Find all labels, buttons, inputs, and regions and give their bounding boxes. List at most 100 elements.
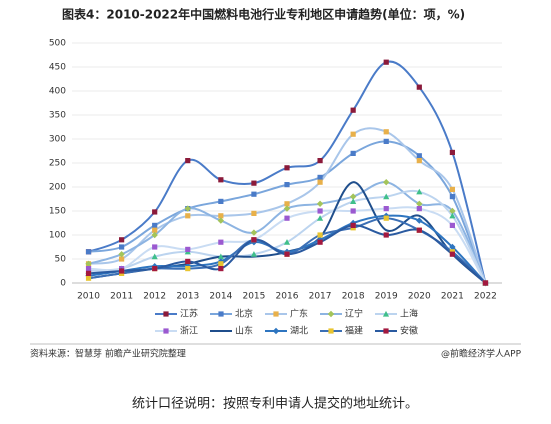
marker bbox=[383, 129, 389, 135]
legend-label: 辽宁 bbox=[345, 308, 363, 320]
y-tick-label: 250 bbox=[49, 159, 66, 169]
y-tick-label: 200 bbox=[49, 183, 66, 193]
marker bbox=[152, 266, 158, 272]
x-tick-label: 2011 bbox=[110, 292, 133, 302]
marker bbox=[250, 251, 258, 257]
marker bbox=[283, 205, 291, 212]
marker bbox=[185, 158, 191, 164]
marker bbox=[328, 328, 334, 334]
marker bbox=[119, 237, 125, 243]
marker bbox=[217, 253, 224, 260]
marker bbox=[383, 138, 389, 144]
marker bbox=[251, 237, 257, 243]
marker bbox=[272, 327, 280, 335]
marker bbox=[218, 266, 224, 272]
marker bbox=[416, 206, 422, 212]
marker bbox=[218, 213, 224, 219]
marker bbox=[163, 328, 169, 334]
x-tick-label: 2012 bbox=[143, 292, 166, 302]
marker bbox=[350, 131, 356, 137]
marker bbox=[273, 311, 279, 317]
marker bbox=[317, 158, 323, 164]
marker bbox=[383, 193, 390, 200]
legend-label: 广东 bbox=[290, 308, 308, 320]
marker bbox=[416, 188, 423, 195]
y-tick-label: 100 bbox=[49, 231, 66, 241]
y-tick-label: 400 bbox=[49, 87, 66, 97]
y-tick-label: 350 bbox=[49, 111, 66, 121]
marker bbox=[284, 165, 290, 171]
marker bbox=[449, 194, 455, 200]
y-tick-label: 450 bbox=[49, 63, 66, 73]
marker bbox=[152, 227, 158, 233]
x-tick-label: 2016 bbox=[276, 292, 299, 302]
marker bbox=[449, 251, 455, 257]
x-tick-label: 2019 bbox=[375, 292, 398, 302]
legend-label: 江苏 bbox=[180, 308, 198, 320]
x-tick-label: 2014 bbox=[209, 292, 232, 302]
marker bbox=[317, 174, 323, 180]
marker bbox=[383, 206, 389, 212]
marker bbox=[184, 205, 191, 212]
x-tick-label: 2017 bbox=[309, 292, 332, 302]
x-tick-label: 2022 bbox=[474, 292, 497, 302]
chart-title: 图表4：2010-2022年中国燃料电池行业专利地区申请趋势(单位：项，%) bbox=[62, 7, 465, 22]
legend-label: 山东 bbox=[235, 325, 253, 337]
marker bbox=[383, 59, 389, 65]
marker bbox=[250, 229, 258, 236]
marker bbox=[416, 84, 422, 90]
legend-label: 湖北 bbox=[290, 326, 308, 337]
marker bbox=[85, 249, 92, 255]
marker bbox=[251, 180, 257, 186]
marker bbox=[152, 209, 158, 215]
marker bbox=[449, 222, 455, 228]
legend-label: 上海 bbox=[400, 308, 418, 320]
marker bbox=[151, 231, 158, 239]
marker bbox=[416, 200, 423, 207]
marker bbox=[284, 182, 290, 188]
marker bbox=[327, 310, 335, 318]
y-tick-label: 50 bbox=[55, 255, 67, 265]
marker bbox=[416, 217, 423, 224]
marker bbox=[118, 251, 125, 258]
marker bbox=[185, 266, 191, 272]
marker bbox=[218, 198, 224, 204]
marker bbox=[350, 222, 356, 228]
marker bbox=[349, 193, 357, 200]
x-tick-label: 2015 bbox=[242, 292, 265, 302]
marker bbox=[185, 258, 191, 264]
marker bbox=[449, 243, 456, 251]
marker bbox=[85, 260, 92, 267]
marker bbox=[449, 186, 455, 192]
marker bbox=[284, 251, 290, 257]
marker bbox=[383, 179, 390, 186]
marker bbox=[449, 212, 456, 219]
marker bbox=[185, 213, 191, 219]
x-tick-label: 2010 bbox=[77, 292, 100, 302]
marker bbox=[382, 310, 390, 317]
marker bbox=[416, 158, 422, 164]
y-tick-label: 150 bbox=[49, 207, 66, 217]
source: 资料来源：智慧芽 前瞻产业研究院整理 bbox=[30, 348, 186, 360]
marker bbox=[152, 222, 158, 228]
marker bbox=[218, 311, 224, 317]
y-tick-label: 500 bbox=[49, 39, 66, 49]
y-tick-label: 300 bbox=[49, 135, 66, 145]
marker bbox=[350, 198, 357, 204]
y-tick-label: 0 bbox=[60, 279, 66, 289]
legend-label: 北京 bbox=[235, 308, 253, 320]
marker bbox=[152, 244, 158, 250]
marker bbox=[217, 217, 225, 224]
marker bbox=[218, 261, 224, 267]
note: 统计口径说明：按照专利申请人提交的地址统计。 bbox=[132, 396, 418, 412]
marker bbox=[317, 239, 323, 245]
marker bbox=[119, 244, 125, 250]
marker bbox=[284, 215, 290, 221]
brand: @前瞻经济学人APP bbox=[441, 348, 522, 360]
marker bbox=[383, 328, 389, 334]
marker bbox=[350, 150, 356, 156]
legend-label: 浙江 bbox=[180, 325, 198, 337]
marker bbox=[316, 215, 324, 221]
marker bbox=[185, 246, 191, 252]
